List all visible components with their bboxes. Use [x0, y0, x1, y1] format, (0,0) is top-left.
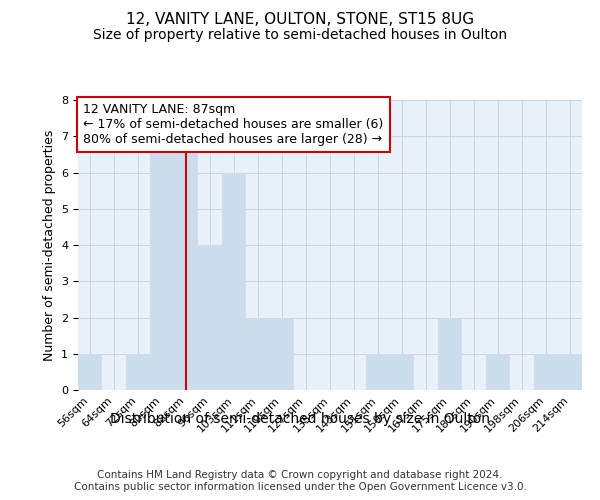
Bar [150, 136, 174, 390]
Text: Distribution of semi-detached houses by size in Oulton: Distribution of semi-detached houses by … [110, 412, 490, 426]
Bar [270, 318, 294, 390]
Bar [198, 245, 222, 390]
Text: Contains HM Land Registry data © Crown copyright and database right 2024.: Contains HM Land Registry data © Crown c… [97, 470, 503, 480]
Bar [126, 354, 150, 390]
Bar [558, 354, 582, 390]
Text: 12 VANITY LANE: 87sqm
← 17% of semi-detached houses are smaller (6)
80% of semi-: 12 VANITY LANE: 87sqm ← 17% of semi-deta… [83, 103, 383, 146]
Text: Size of property relative to semi-detached houses in Oulton: Size of property relative to semi-detach… [93, 28, 507, 42]
Bar [486, 354, 510, 390]
Bar [534, 354, 558, 390]
Bar [390, 354, 414, 390]
Bar [78, 354, 102, 390]
Bar [246, 318, 270, 390]
Bar [438, 318, 462, 390]
Text: Contains public sector information licensed under the Open Government Licence v3: Contains public sector information licen… [74, 482, 526, 492]
Bar [222, 172, 246, 390]
Bar [174, 136, 198, 390]
Bar [366, 354, 390, 390]
Text: 12, VANITY LANE, OULTON, STONE, ST15 8UG: 12, VANITY LANE, OULTON, STONE, ST15 8UG [126, 12, 474, 28]
Y-axis label: Number of semi-detached properties: Number of semi-detached properties [43, 130, 56, 360]
